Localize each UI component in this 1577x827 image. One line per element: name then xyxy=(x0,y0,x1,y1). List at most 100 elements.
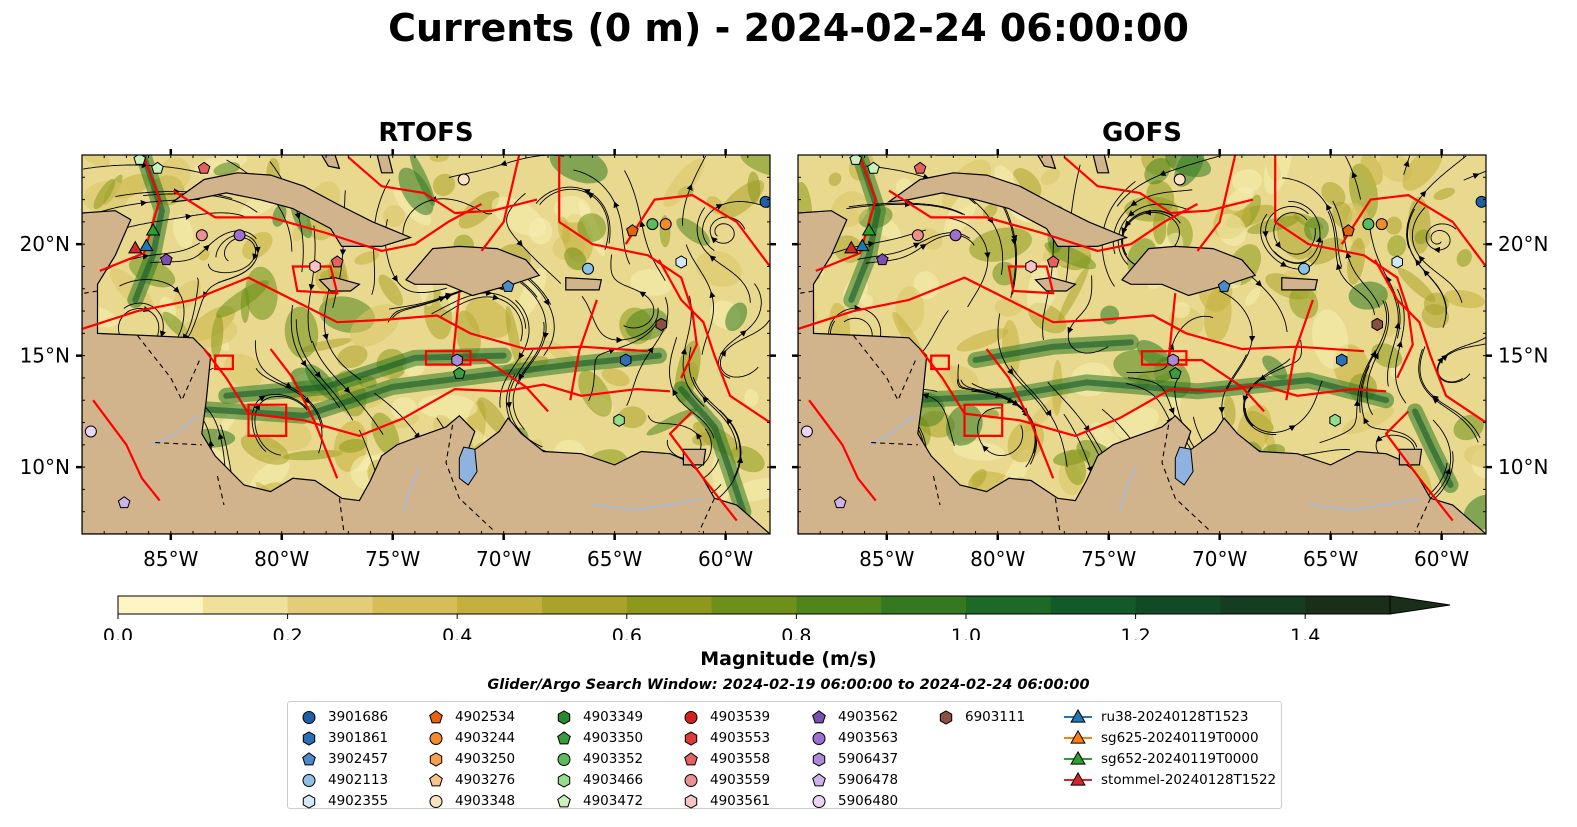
platform-legend: 3901686 3901861 3902457 4902113 4902355 49025… xyxy=(287,701,1282,809)
legend-item: 4903349 xyxy=(553,706,643,727)
legend-marker-hexagon-icon xyxy=(684,730,698,746)
legend-marker-circle-icon xyxy=(302,710,316,724)
platform-marker-4903559 xyxy=(911,229,924,242)
legend-marker xyxy=(557,709,571,725)
platform-marker-3901686 xyxy=(1475,195,1486,208)
figure-title: Currents (0 m) - 2024-02-24 06:00:00 xyxy=(388,6,1189,50)
legend-label: 4903559 xyxy=(710,771,771,788)
lat-tick-label: 10°N xyxy=(20,455,70,479)
rtofs-frame xyxy=(81,154,771,535)
legend-label: 5906480 xyxy=(838,792,899,809)
legend-marker xyxy=(557,793,571,807)
legend-item: 4903562 xyxy=(808,706,898,727)
platform-marker-sg652-20240119T0000 xyxy=(861,222,877,236)
legend-label: 4903250 xyxy=(455,750,516,767)
gofs-frame xyxy=(797,154,1487,535)
land-trinidad xyxy=(682,448,707,466)
legend-marker-pentagon-icon xyxy=(557,730,571,744)
legend-marker xyxy=(429,794,443,808)
platform-marker-3901861 xyxy=(1336,353,1348,367)
rtofs-eez-boundaries xyxy=(82,155,770,522)
legend-label: 4903553 xyxy=(710,729,771,746)
rtofs-panel-title: RTOFS xyxy=(378,118,474,148)
legend-item: sg625-20240119T0000 xyxy=(1063,727,1276,748)
colorbar-label: Magnitude (m/s) xyxy=(700,648,877,670)
legend-label: 4902355 xyxy=(328,792,389,809)
legend-marker-pentagon-icon xyxy=(557,793,571,807)
land-puertorico xyxy=(565,276,603,291)
lon-tick-label: 80°W xyxy=(254,547,309,571)
colorbar-tick-label: 0.4 xyxy=(442,625,472,640)
colorbar-segment xyxy=(1050,596,1137,614)
platform-marker-ru38-20240128T1523 xyxy=(855,238,870,252)
legend-marker xyxy=(429,731,443,745)
legend-item: 4903466 xyxy=(553,769,643,790)
platform-marker-5906437 xyxy=(451,353,463,367)
legend-item: 3901686 xyxy=(298,706,388,727)
legend-marker xyxy=(1070,750,1086,765)
platform-marker-3902457 xyxy=(501,279,515,292)
land-bahamas2 xyxy=(1092,155,1110,174)
legend-column: 6903111 xyxy=(935,706,1025,727)
legend-label: 4903472 xyxy=(583,792,644,809)
platform-marker-4903352 xyxy=(646,218,659,231)
platform-marker-4903563 xyxy=(233,229,246,242)
legend-column: 4903349 4903350 4903352 4903466 4903472 xyxy=(553,706,643,811)
legend-marker-circle-icon xyxy=(557,752,571,766)
legend-marker xyxy=(812,751,826,767)
legend-marker-hexagon-icon xyxy=(302,730,316,746)
gofs-eez-boundaries xyxy=(798,155,1486,522)
legend-marker-hexagon-icon xyxy=(302,793,316,809)
platform-marker-4903558 xyxy=(1046,255,1060,268)
platform-marker-4903244 xyxy=(1375,218,1388,231)
legend-item: ru38-20240128T1523 xyxy=(1063,706,1276,727)
legend-column: ru38-20240128T1523 sg625-20240119T0000 sg6… xyxy=(1063,706,1276,790)
lon-tick-label: 75°W xyxy=(1081,547,1136,571)
legend-label: 4903352 xyxy=(583,750,644,767)
legend-marker xyxy=(1070,771,1086,786)
platform-marker-4903563 xyxy=(949,229,962,242)
platform-marker-5906478 xyxy=(117,496,131,509)
colorbar-segment xyxy=(1305,596,1391,614)
legend-label: 4903349 xyxy=(583,708,644,725)
land-trinidad xyxy=(1398,448,1423,466)
legend-item: 3901861 xyxy=(298,727,388,748)
rtofs-map-panel: 85°W 80°W 75°W 70°W 65°W 60°W 10°N 15°N 20°N xyxy=(20,149,776,571)
legend-item: 4903244 xyxy=(425,727,515,748)
legend-marker xyxy=(302,730,316,746)
lon-tick-label: 85°W xyxy=(859,547,914,571)
colorbar: 0.0 0.2 0.4 0.6 0.8 1.0 1.2 1.4 xyxy=(103,595,1451,640)
legend-item: 3902457 xyxy=(298,748,388,769)
legend-item: 4903352 xyxy=(553,748,643,769)
platform-marker-4903472 xyxy=(867,161,880,174)
legend-label: sg652-20240119T0000 xyxy=(1101,750,1259,767)
legend-label: 3901686 xyxy=(328,708,389,725)
legend-marker-triangle-icon xyxy=(1064,729,1092,744)
colorbar-segment xyxy=(287,596,373,614)
legend-marker xyxy=(302,710,316,724)
legend-item: 5906480 xyxy=(808,790,898,811)
rtofs-platform-markers xyxy=(84,155,770,509)
legend-marker-circle-icon xyxy=(302,773,316,787)
lon-tick-label: 60°W xyxy=(1414,547,1469,571)
legend-marker-circle-icon xyxy=(684,710,698,724)
legend-marker-circle-icon xyxy=(812,794,826,808)
legend-label: 4903466 xyxy=(583,771,644,788)
legend-item: 4903348 xyxy=(425,790,515,811)
platform-marker-4903352 xyxy=(1362,218,1375,231)
legend-marker xyxy=(684,710,698,724)
platform-marker-4903562 xyxy=(875,253,889,266)
platform-marker-5906480 xyxy=(800,425,813,438)
platform-marker-5906480 xyxy=(84,425,97,438)
platform-marker-4903561 xyxy=(309,259,321,274)
legend-marker xyxy=(684,751,698,765)
legend-marker-hexagon-icon xyxy=(684,793,698,809)
platform-marker-4903472 xyxy=(151,161,164,174)
platform-marker-4902355 xyxy=(1391,255,1403,269)
platform-marker-ru38-20240128T1523 xyxy=(139,238,154,252)
legend-label: 4903539 xyxy=(710,708,771,725)
legend-marker-triangle-icon xyxy=(1064,750,1092,765)
lake-maracaibo xyxy=(458,446,478,486)
platform-marker-4903558 xyxy=(197,161,211,174)
land-cuba xyxy=(886,172,1129,247)
